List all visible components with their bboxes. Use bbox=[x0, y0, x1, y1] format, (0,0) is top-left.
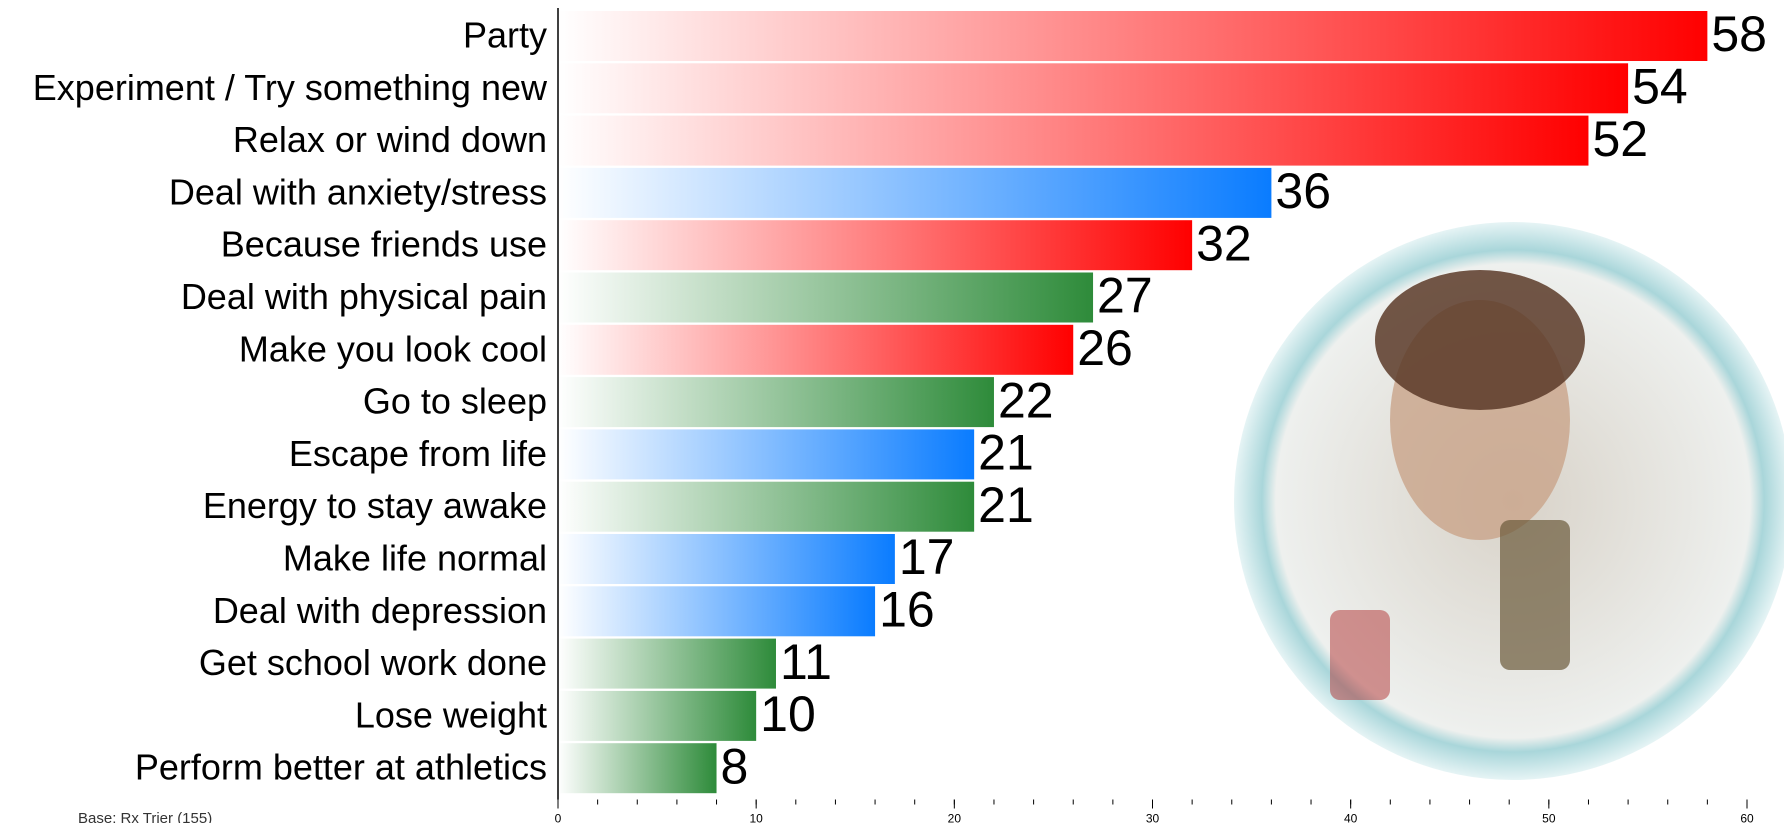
value-label: 58 bbox=[1711, 6, 1767, 62]
y-tick-label: Lose weight bbox=[355, 694, 547, 735]
bar bbox=[558, 324, 1074, 375]
bar bbox=[558, 586, 876, 637]
y-tick-label: Make life normal bbox=[283, 538, 547, 579]
y-tick-label: Party bbox=[463, 15, 547, 56]
bar bbox=[558, 429, 975, 480]
x-tick-label: 30 bbox=[1146, 812, 1160, 823]
y-tick-label: Experiment / Try something new bbox=[33, 67, 548, 108]
y-tick-label: Deal with depression bbox=[213, 590, 547, 631]
bar bbox=[558, 690, 757, 741]
bar bbox=[558, 638, 776, 689]
y-tick-label: Make you look cool bbox=[239, 328, 547, 369]
plot-area: Party 58 Experiment / Try something new 54 R… bbox=[33, 6, 1767, 823]
bar bbox=[558, 743, 717, 794]
x-tick-label: 10 bbox=[749, 812, 763, 823]
x-tick-label: 50 bbox=[1542, 812, 1556, 823]
x-tick-label: 40 bbox=[1344, 812, 1358, 823]
bar bbox=[558, 11, 1708, 61]
value-label: 16 bbox=[879, 582, 935, 638]
value-label: 10 bbox=[760, 686, 816, 742]
bar bbox=[558, 220, 1193, 271]
y-tick-label: Relax or wind down bbox=[233, 119, 547, 160]
value-label: 32 bbox=[1196, 215, 1252, 271]
y-tick-label: Energy to stay awake bbox=[203, 485, 547, 526]
y-tick-label: Go to sleep bbox=[363, 381, 547, 422]
value-label: 8 bbox=[721, 738, 749, 794]
bar bbox=[558, 534, 895, 584]
bar bbox=[558, 272, 1094, 323]
y-tick-label: Because friends use bbox=[221, 224, 547, 265]
y-tick-label: Deal with anxiety/stress bbox=[169, 171, 547, 212]
x-tick-label: 60 bbox=[1740, 812, 1754, 823]
y-tick-label: Perform better at athletics bbox=[135, 747, 547, 788]
photo bbox=[1234, 222, 1784, 780]
value-label: 22 bbox=[998, 372, 1054, 428]
value-label: 21 bbox=[978, 425, 1034, 481]
bar bbox=[558, 115, 1589, 166]
value-label: 26 bbox=[1077, 320, 1133, 376]
y-tick-label: Escape from life bbox=[289, 433, 547, 474]
footnote: Base: Rx Trier (155) bbox=[78, 810, 212, 823]
bar bbox=[558, 63, 1629, 114]
bar bbox=[558, 167, 1272, 218]
x-tick-label: 0 bbox=[555, 812, 562, 823]
bar bbox=[558, 481, 975, 532]
value-label: 21 bbox=[978, 477, 1034, 533]
value-label: 54 bbox=[1632, 59, 1688, 115]
value-label: 36 bbox=[1275, 163, 1331, 219]
bar bbox=[558, 377, 994, 428]
y-tick-label: Deal with physical pain bbox=[181, 276, 547, 317]
value-label: 17 bbox=[899, 529, 955, 585]
value-label: 27 bbox=[1097, 268, 1153, 324]
x-tick-label: 20 bbox=[948, 812, 962, 823]
value-label: 52 bbox=[1592, 111, 1648, 167]
y-tick-label: Get school work done bbox=[199, 642, 547, 683]
value-label: 11 bbox=[780, 634, 832, 690]
